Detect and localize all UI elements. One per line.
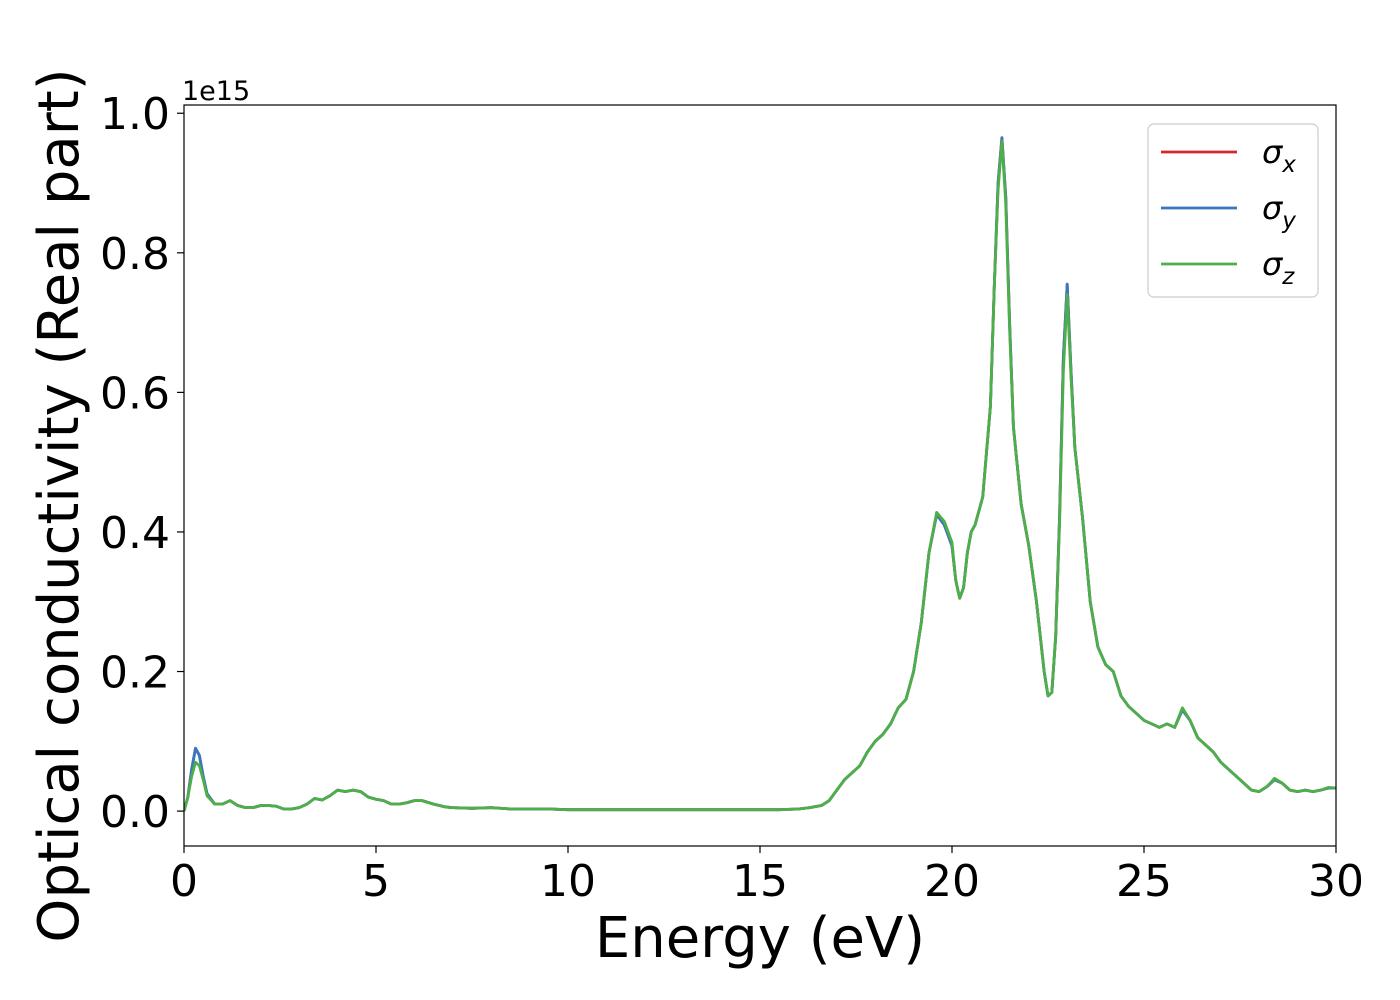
x-tick-label: 0 [170,856,198,907]
plot-area [184,136,1336,812]
y-tick-label: 1.0 [100,89,170,140]
x-axis-label: Energy (eV) [595,906,925,971]
y-tick-label: 0.4 [100,508,170,559]
legend-label-1: σx [1262,133,1296,178]
y-tick-label: 0.6 [100,368,170,419]
y-axis-label: Optical conductivity (Real part) [27,68,92,942]
legend-label-2: σy [1262,189,1296,234]
y-axis-offset-label: 1e15 [182,76,250,107]
y-tick-label: 0.0 [100,787,170,838]
legend-box [1147,123,1319,298]
x-tick-label: 20 [924,856,980,907]
series-line-3 [184,139,1336,812]
x-axis: 0 5 10 15 20 25 30 [170,846,1364,907]
x-tick-label: 10 [540,856,596,907]
x-tick-label: 25 [1116,856,1172,907]
y-tick-label: 0.8 [100,229,170,280]
legend-label-3: σz [1262,245,1295,290]
x-tick-label: 5 [362,856,390,907]
x-tick-label: 30 [1308,856,1364,907]
x-tick-label: 15 [732,856,788,907]
legend: σx σy σz [1147,123,1319,298]
y-tick-label: 0.2 [100,648,170,699]
y-axis: 0.0 0.2 0.4 0.6 0.8 1.0 [100,89,184,838]
